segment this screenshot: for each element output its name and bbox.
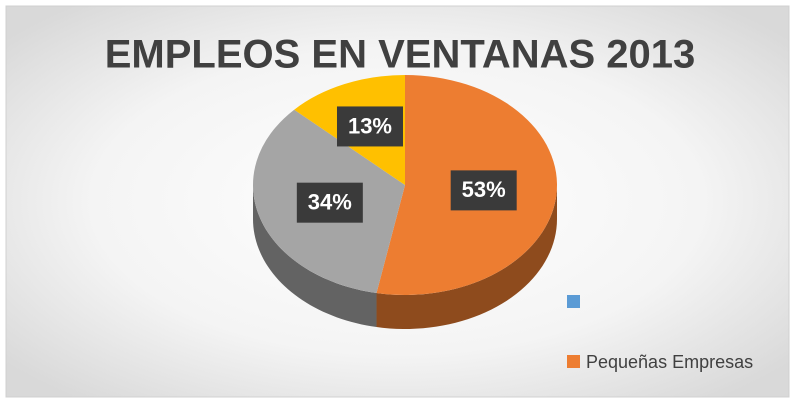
slice-side xyxy=(253,185,377,328)
data-label-box xyxy=(336,106,403,147)
data-label: 34% xyxy=(308,189,352,214)
data-label: 53% xyxy=(462,177,506,202)
chart-title: EMPLEOS EN VENTANAS 2013 xyxy=(105,33,696,77)
data-label-box xyxy=(296,182,363,223)
legend-label: Pequeñas Empresas xyxy=(586,352,753,372)
data-label-box xyxy=(450,170,517,211)
legend-swatch xyxy=(567,295,580,308)
legend-swatch xyxy=(567,355,580,368)
slice-side xyxy=(376,185,557,329)
data-label: 13% xyxy=(348,113,392,138)
